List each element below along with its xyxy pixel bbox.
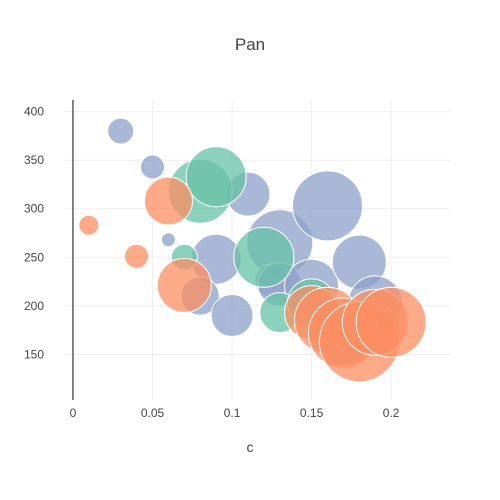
bubble-point xyxy=(143,176,193,226)
y-axis-tick-labels: 150 200 250 300 350 400 xyxy=(24,105,44,362)
y-tick-label: 250 xyxy=(24,250,44,264)
bubble-point xyxy=(160,232,176,248)
y-tick-label: 150 xyxy=(24,347,44,361)
bubbles xyxy=(78,117,427,383)
y-tick-label: 350 xyxy=(24,153,44,167)
bubble-point xyxy=(355,286,427,358)
bubble-point xyxy=(156,257,212,313)
chart-title: Pan xyxy=(235,35,265,54)
x-tick-label: 0.2 xyxy=(383,406,400,420)
y-tick-label: 400 xyxy=(24,105,44,119)
bubble-point xyxy=(292,170,363,242)
y-tick-label: 300 xyxy=(24,202,44,216)
bubble-point xyxy=(78,214,100,236)
x-axis-tick-labels: 0 0.05 0.1 0.15 0.2 xyxy=(70,406,400,420)
x-tick-label: 0 xyxy=(70,406,77,420)
x-tick-label: 0.15 xyxy=(300,406,324,420)
x-axis-title: c xyxy=(247,439,254,455)
bubble-point xyxy=(124,243,150,269)
x-tick-label: 0.05 xyxy=(141,406,165,420)
bubble-point xyxy=(107,117,135,145)
x-tick-label: 0.1 xyxy=(224,406,241,420)
bubble-point xyxy=(140,154,165,180)
bubble-point xyxy=(233,226,295,288)
bubble-point xyxy=(185,146,247,208)
bubble-point xyxy=(210,294,254,338)
y-tick-label: 200 xyxy=(24,299,44,313)
